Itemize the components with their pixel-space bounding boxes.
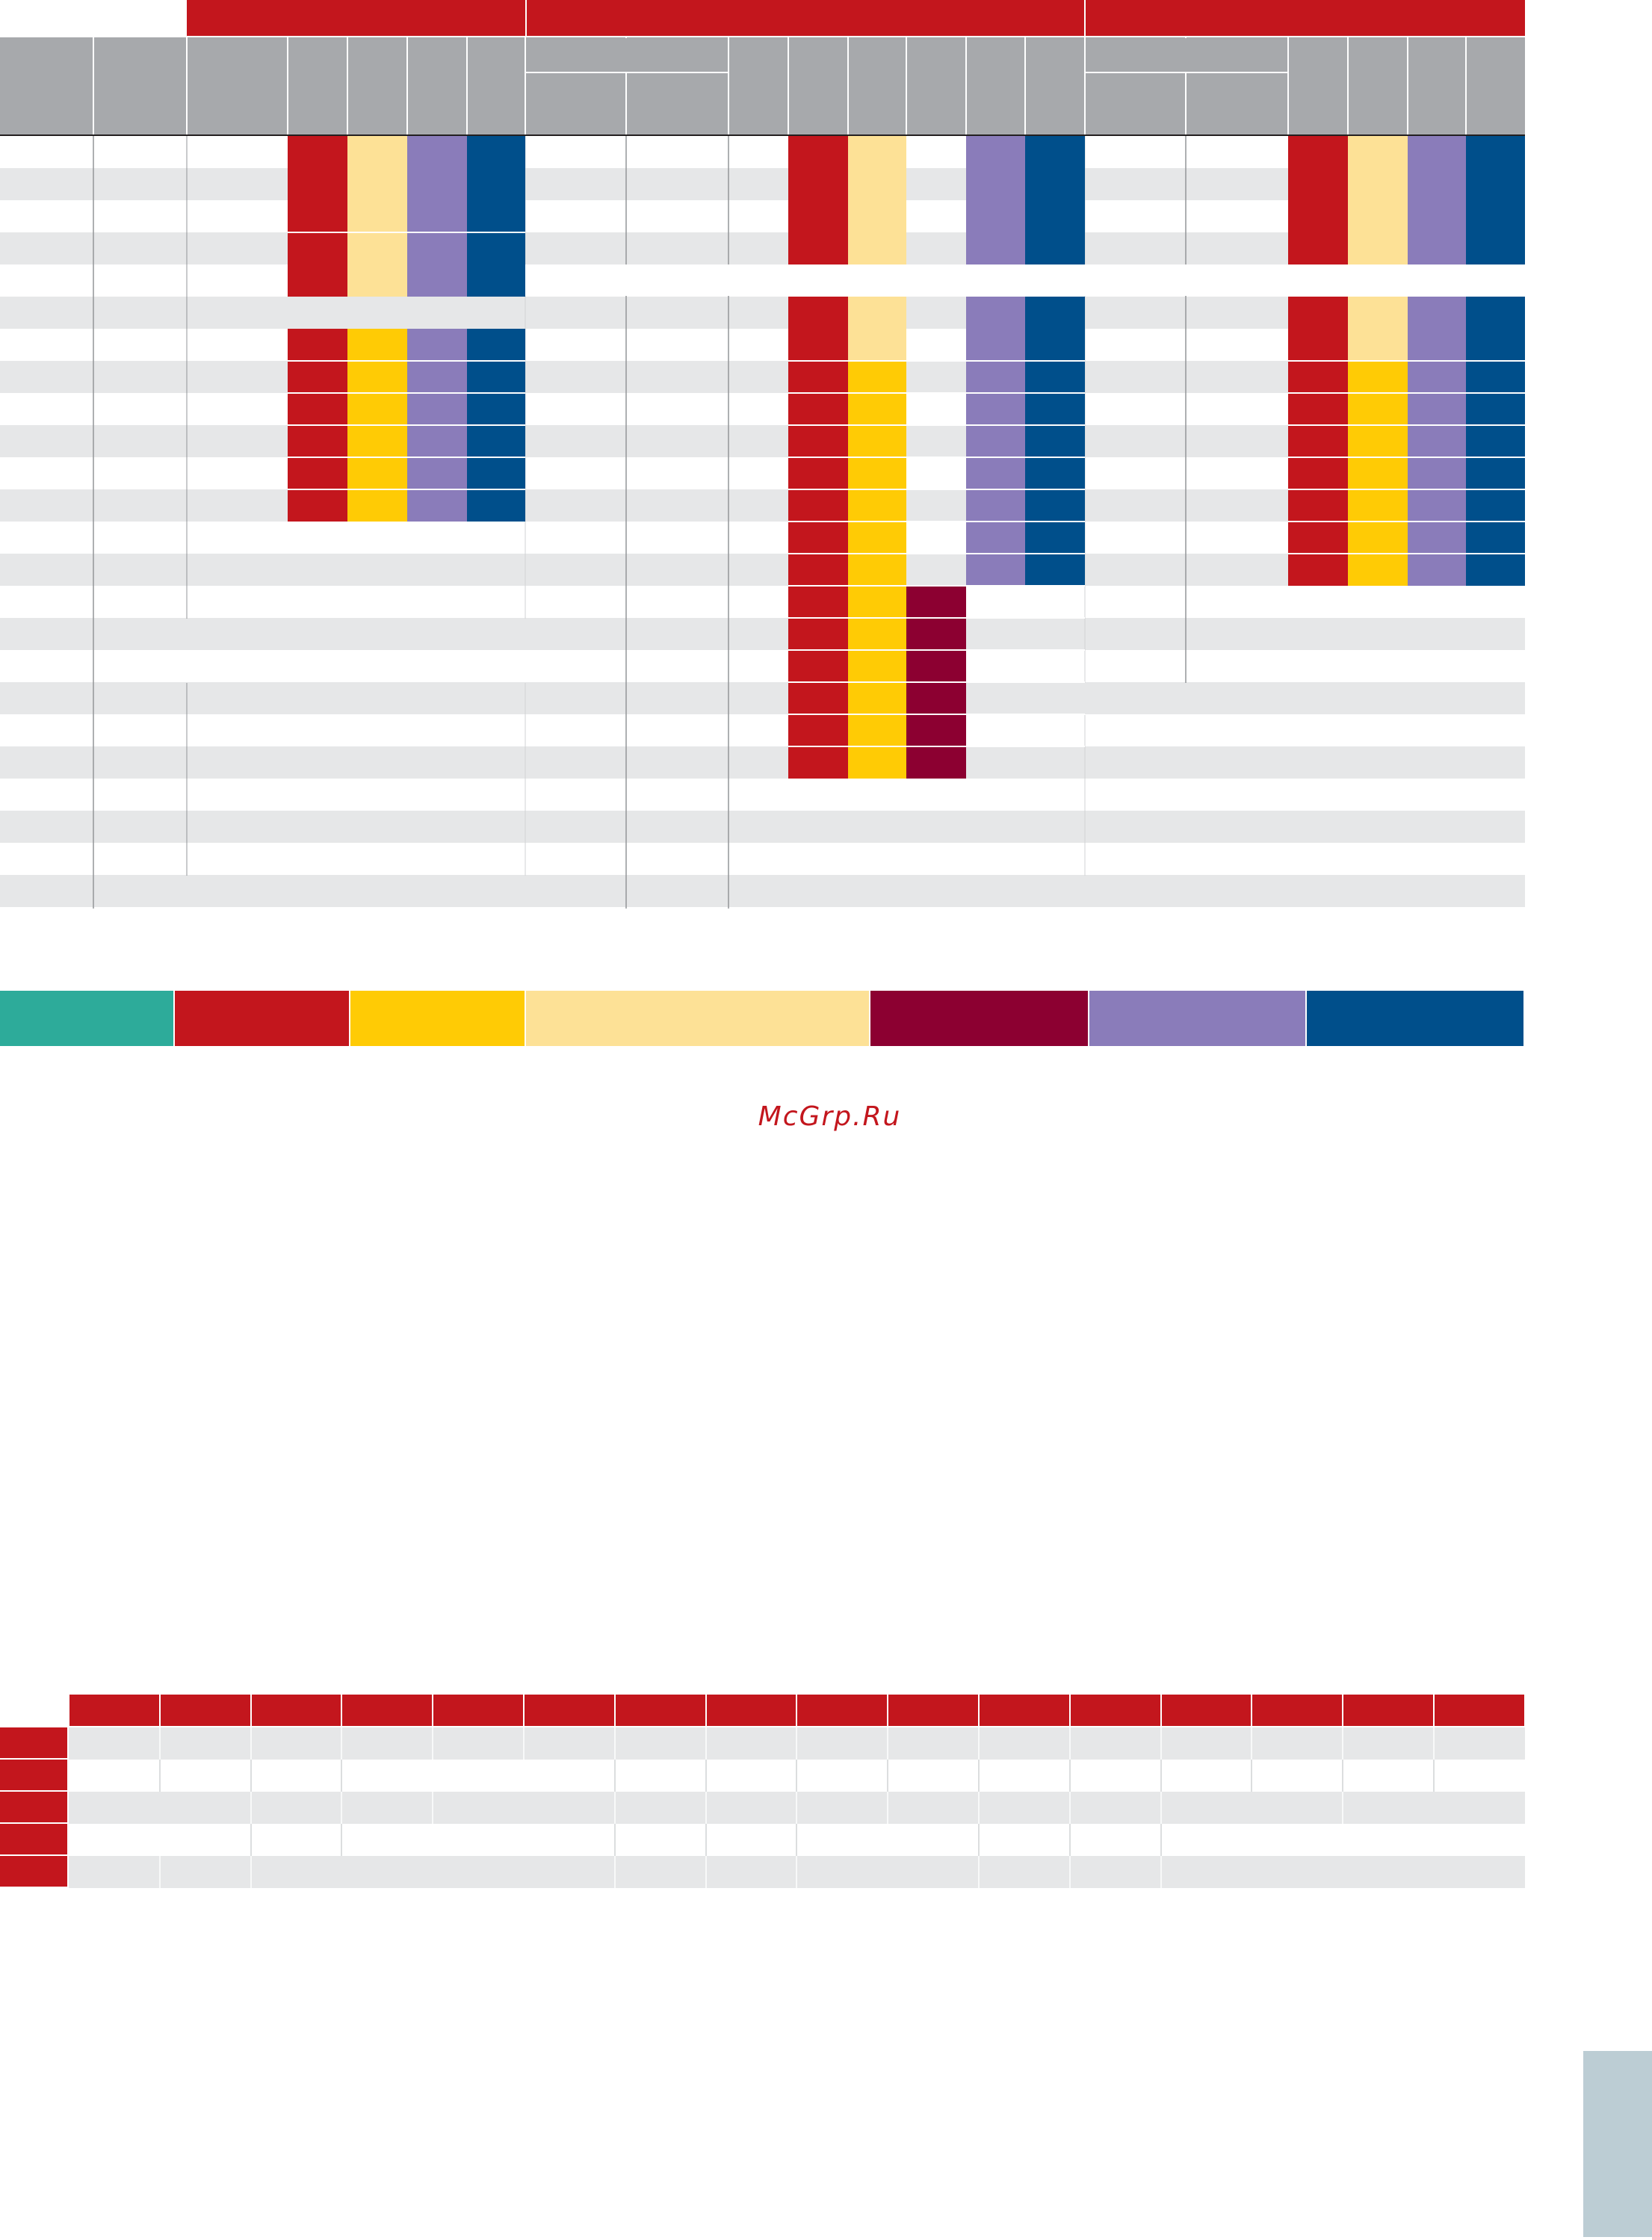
color-key-swatch-yellow bbox=[350, 991, 525, 1046]
color-key-swatch-maroon bbox=[870, 991, 1088, 1046]
lower-header-cell bbox=[707, 1695, 796, 1726]
table-row bbox=[0, 618, 1525, 650]
table-row bbox=[0, 522, 1525, 554]
color-cell bbox=[1348, 136, 1408, 264]
color-cell bbox=[1348, 297, 1408, 361]
lower-header-cell bbox=[1071, 1695, 1160, 1726]
color-key-swatch-purple bbox=[1089, 991, 1305, 1046]
color-cell bbox=[1408, 297, 1466, 586]
color-cell bbox=[1025, 136, 1085, 264]
color-cell bbox=[966, 297, 1025, 586]
lower-header-cell bbox=[525, 1695, 614, 1726]
table-row bbox=[0, 425, 1525, 457]
color-cell bbox=[407, 136, 467, 297]
group-header-bar bbox=[1086, 0, 1525, 36]
lower-header-cell bbox=[1252, 1695, 1342, 1726]
color-cell bbox=[288, 136, 347, 297]
color-cell bbox=[1025, 297, 1085, 586]
table-row bbox=[0, 875, 1525, 907]
lower-header-cell bbox=[1162, 1695, 1251, 1726]
color-cell bbox=[848, 297, 906, 361]
group-header-bar bbox=[187, 0, 525, 36]
side-tab bbox=[1583, 2051, 1652, 2237]
color-key-swatch-teal bbox=[0, 991, 173, 1046]
subgroup-header-cell bbox=[1086, 38, 1287, 72]
lower-header-cell bbox=[252, 1695, 341, 1726]
color-cell bbox=[788, 136, 848, 264]
lower-header-cell bbox=[1435, 1695, 1524, 1726]
table-row bbox=[0, 200, 1525, 232]
color-key-swatch-light_yellow bbox=[526, 991, 869, 1046]
table-row bbox=[0, 457, 1525, 489]
table-row bbox=[0, 168, 1525, 200]
lower-row-label bbox=[0, 1792, 67, 1822]
lower-row-label bbox=[0, 1727, 67, 1758]
group-header-bar bbox=[527, 0, 1084, 36]
column-header-band bbox=[0, 37, 1525, 134]
color-cell bbox=[1288, 136, 1348, 264]
lower-header-cell bbox=[69, 1695, 159, 1726]
table-row bbox=[0, 843, 1525, 875]
lower-header-cell bbox=[797, 1695, 887, 1726]
color-cell bbox=[966, 136, 1025, 264]
subgroup-header-cell bbox=[526, 38, 728, 72]
table-row bbox=[0, 682, 1525, 714]
lower-header-cell bbox=[342, 1695, 432, 1726]
lower-row-label bbox=[0, 1824, 67, 1854]
table-row bbox=[0, 489, 1525, 522]
color-cell bbox=[848, 136, 906, 264]
lower-header-cell bbox=[888, 1695, 978, 1726]
table-row bbox=[0, 297, 1525, 329]
table-row bbox=[0, 232, 1525, 264]
table-row bbox=[0, 393, 1525, 425]
lower-header-cell bbox=[616, 1695, 705, 1726]
color-cell bbox=[1348, 361, 1408, 586]
color-key-swatch-blue bbox=[1307, 991, 1523, 1046]
table-row bbox=[0, 329, 1525, 361]
color-cell bbox=[1288, 297, 1348, 586]
lower-header-cell bbox=[161, 1695, 250, 1726]
lower-header-cell bbox=[1343, 1695, 1433, 1726]
color-cell bbox=[848, 361, 906, 586]
watermark-text: McGrp.Ru bbox=[758, 1101, 902, 1132]
color-cell bbox=[1466, 136, 1525, 264]
table-row bbox=[0, 554, 1525, 586]
lower-row-label bbox=[0, 1760, 67, 1790]
table-row bbox=[0, 746, 1525, 779]
table-row bbox=[0, 811, 1525, 843]
color-cell bbox=[467, 136, 525, 297]
table-row bbox=[0, 586, 1525, 618]
color-cell bbox=[347, 136, 407, 297]
table-row bbox=[0, 136, 1525, 168]
table-row bbox=[0, 779, 1525, 811]
table-row bbox=[0, 361, 1525, 393]
lower-header-cell bbox=[980, 1695, 1069, 1726]
table-row bbox=[0, 714, 1525, 746]
table-row bbox=[0, 650, 1525, 682]
color-cell bbox=[1408, 136, 1466, 264]
color-cell bbox=[788, 297, 848, 586]
lower-row-label bbox=[0, 1856, 67, 1887]
header-bottom-rule bbox=[0, 134, 1525, 137]
color-cell bbox=[1466, 297, 1525, 586]
color-key-swatch-red bbox=[175, 991, 349, 1046]
lower-header-cell bbox=[433, 1695, 523, 1726]
row-gap bbox=[525, 264, 1525, 296]
